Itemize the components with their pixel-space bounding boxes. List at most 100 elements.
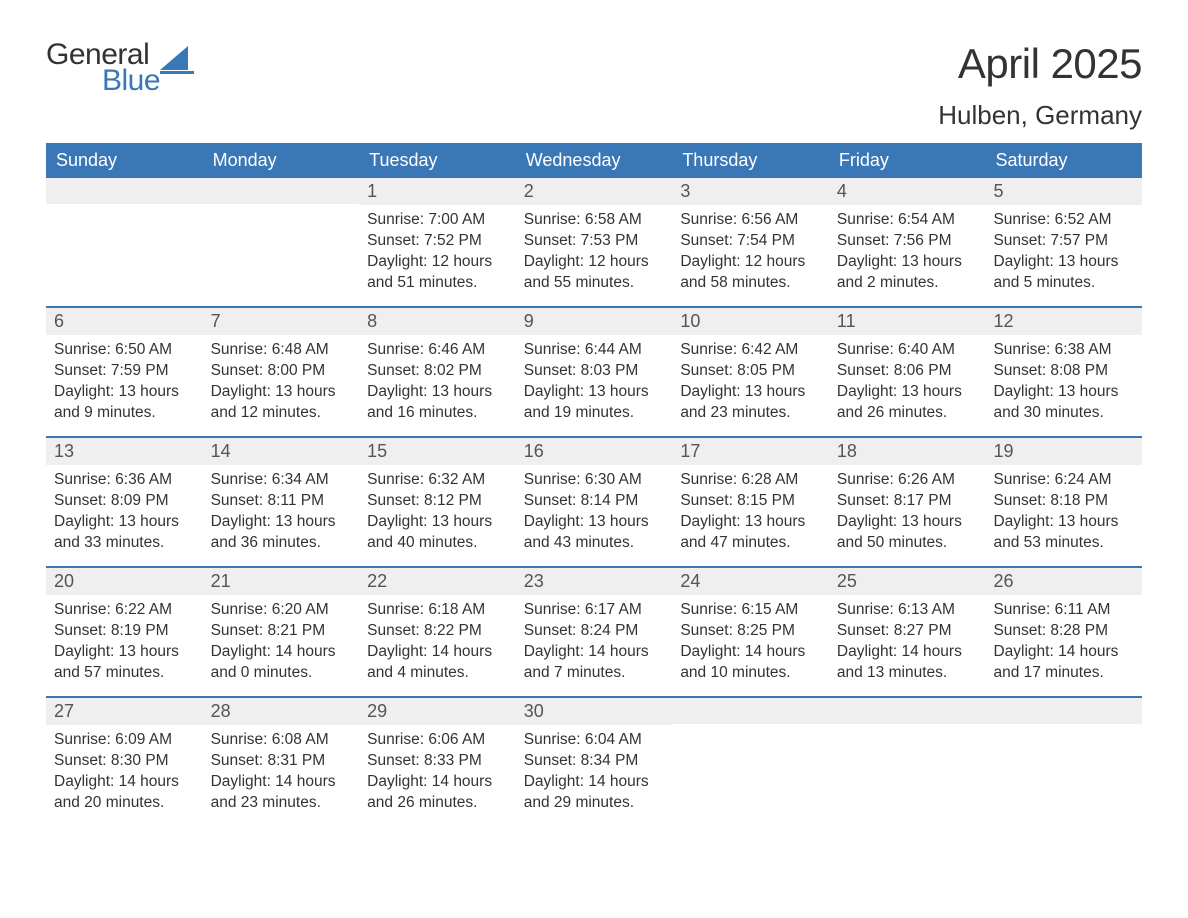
day-number-row [672, 698, 829, 724]
daylight-text-1: Daylight: 13 hours [367, 382, 508, 403]
day-number-row: 12 [985, 308, 1142, 335]
daylight-text-2: and 10 minutes. [680, 663, 821, 684]
day-number-row: 9 [516, 308, 673, 335]
sunrise-text: Sunrise: 6:36 AM [54, 470, 195, 491]
day-cell: 26Sunrise: 6:11 AMSunset: 8:28 PMDayligh… [985, 568, 1142, 696]
sunrise-text: Sunrise: 6:54 AM [837, 210, 978, 231]
daylight-text-1: Daylight: 13 hours [54, 382, 195, 403]
daylight-text-2: and 23 minutes. [211, 793, 352, 814]
sunrise-text: Sunrise: 6:58 AM [524, 210, 665, 231]
weekday-header-cell: Monday [203, 143, 360, 178]
day-number-row: 27 [46, 698, 203, 725]
week-row: 13Sunrise: 6:36 AMSunset: 8:09 PMDayligh… [46, 436, 1142, 566]
day-body: Sunrise: 6:09 AMSunset: 8:30 PMDaylight:… [46, 725, 203, 822]
day-body: Sunrise: 6:15 AMSunset: 8:25 PMDaylight:… [672, 595, 829, 692]
daylight-text-2: and 5 minutes. [993, 273, 1134, 294]
day-cell: 29Sunrise: 6:06 AMSunset: 8:33 PMDayligh… [359, 698, 516, 826]
sunset-text: Sunset: 7:59 PM [54, 361, 195, 382]
day-body: Sunrise: 6:48 AMSunset: 8:00 PMDaylight:… [203, 335, 360, 432]
day-number-row: 28 [203, 698, 360, 725]
day-cell: 25Sunrise: 6:13 AMSunset: 8:27 PMDayligh… [829, 568, 986, 696]
day-number-row: 1 [359, 178, 516, 205]
sunrise-text: Sunrise: 6:40 AM [837, 340, 978, 361]
day-number: 27 [54, 701, 74, 721]
daylight-text-1: Daylight: 12 hours [524, 252, 665, 273]
day-cell: 21Sunrise: 6:20 AMSunset: 8:21 PMDayligh… [203, 568, 360, 696]
sunrise-text: Sunrise: 6:44 AM [524, 340, 665, 361]
weekday-header-row: SundayMondayTuesdayWednesdayThursdayFrid… [46, 143, 1142, 178]
day-body: Sunrise: 6:30 AMSunset: 8:14 PMDaylight:… [516, 465, 673, 562]
day-number: 3 [680, 181, 690, 201]
day-cell: 23Sunrise: 6:17 AMSunset: 8:24 PMDayligh… [516, 568, 673, 696]
day-cell: 20Sunrise: 6:22 AMSunset: 8:19 PMDayligh… [46, 568, 203, 696]
daylight-text-1: Daylight: 13 hours [54, 642, 195, 663]
day-number: 17 [680, 441, 700, 461]
daylight-text-2: and 55 minutes. [524, 273, 665, 294]
sunset-text: Sunset: 8:30 PM [54, 751, 195, 772]
sunrise-text: Sunrise: 6:11 AM [993, 600, 1134, 621]
sunrise-text: Sunrise: 6:34 AM [211, 470, 352, 491]
daylight-text-1: Daylight: 14 hours [211, 642, 352, 663]
day-body: Sunrise: 6:11 AMSunset: 8:28 PMDaylight:… [985, 595, 1142, 692]
day-number-row: 30 [516, 698, 673, 725]
day-number-row: 3 [672, 178, 829, 205]
day-body: Sunrise: 6:36 AMSunset: 8:09 PMDaylight:… [46, 465, 203, 562]
day-number: 18 [837, 441, 857, 461]
day-number-row: 8 [359, 308, 516, 335]
day-cell: 6Sunrise: 6:50 AMSunset: 7:59 PMDaylight… [46, 308, 203, 436]
weekday-header-cell: Sunday [46, 143, 203, 178]
sunrise-text: Sunrise: 6:04 AM [524, 730, 665, 751]
daylight-text-1: Daylight: 13 hours [837, 382, 978, 403]
daylight-text-1: Daylight: 14 hours [837, 642, 978, 663]
day-number: 8 [367, 311, 377, 331]
sunrise-text: Sunrise: 6:08 AM [211, 730, 352, 751]
daylight-text-1: Daylight: 14 hours [367, 772, 508, 793]
daylight-text-2: and 50 minutes. [837, 533, 978, 554]
weekday-header-cell: Saturday [985, 143, 1142, 178]
day-body: Sunrise: 6:26 AMSunset: 8:17 PMDaylight:… [829, 465, 986, 562]
day-number-row: 29 [359, 698, 516, 725]
sunrise-text: Sunrise: 6:26 AM [837, 470, 978, 491]
sunset-text: Sunset: 7:57 PM [993, 231, 1134, 252]
sunrise-text: Sunrise: 6:42 AM [680, 340, 821, 361]
day-body: Sunrise: 6:28 AMSunset: 8:15 PMDaylight:… [672, 465, 829, 562]
sunset-text: Sunset: 8:34 PM [524, 751, 665, 772]
sunset-text: Sunset: 8:21 PM [211, 621, 352, 642]
sunrise-text: Sunrise: 6:32 AM [367, 470, 508, 491]
day-number: 25 [837, 571, 857, 591]
day-cell: 1Sunrise: 7:00 AMSunset: 7:52 PMDaylight… [359, 178, 516, 306]
week-row: 6Sunrise: 6:50 AMSunset: 7:59 PMDaylight… [46, 306, 1142, 436]
daylight-text-1: Daylight: 12 hours [367, 252, 508, 273]
day-body: Sunrise: 6:04 AMSunset: 8:34 PMDaylight:… [516, 725, 673, 822]
daylight-text-1: Daylight: 13 hours [993, 252, 1134, 273]
daylight-text-2: and 40 minutes. [367, 533, 508, 554]
sunrise-text: Sunrise: 6:30 AM [524, 470, 665, 491]
daylight-text-1: Daylight: 13 hours [993, 382, 1134, 403]
day-cell [203, 178, 360, 306]
daylight-text-1: Daylight: 13 hours [837, 252, 978, 273]
week-row: 20Sunrise: 6:22 AMSunset: 8:19 PMDayligh… [46, 566, 1142, 696]
day-body: Sunrise: 6:06 AMSunset: 8:33 PMDaylight:… [359, 725, 516, 822]
day-cell: 7Sunrise: 6:48 AMSunset: 8:00 PMDaylight… [203, 308, 360, 436]
day-number: 2 [524, 181, 534, 201]
sunset-text: Sunset: 8:31 PM [211, 751, 352, 772]
day-number-row: 2 [516, 178, 673, 205]
sunrise-text: Sunrise: 6:22 AM [54, 600, 195, 621]
day-body: Sunrise: 7:00 AMSunset: 7:52 PMDaylight:… [359, 205, 516, 302]
sunset-text: Sunset: 8:00 PM [211, 361, 352, 382]
brand-word2: Blue [102, 66, 160, 96]
sunset-text: Sunset: 8:08 PM [993, 361, 1134, 382]
brand-logo: General Blue [46, 40, 194, 96]
daylight-text-1: Daylight: 14 hours [524, 642, 665, 663]
day-cell: 30Sunrise: 6:04 AMSunset: 8:34 PMDayligh… [516, 698, 673, 826]
daylight-text-1: Daylight: 14 hours [367, 642, 508, 663]
day-cell: 24Sunrise: 6:15 AMSunset: 8:25 PMDayligh… [672, 568, 829, 696]
daylight-text-2: and 57 minutes. [54, 663, 195, 684]
day-number-row: 11 [829, 308, 986, 335]
day-body: Sunrise: 6:58 AMSunset: 7:53 PMDaylight:… [516, 205, 673, 302]
weekday-header-cell: Thursday [672, 143, 829, 178]
daylight-text-1: Daylight: 13 hours [211, 512, 352, 533]
day-body: Sunrise: 6:32 AMSunset: 8:12 PMDaylight:… [359, 465, 516, 562]
sail-icon [160, 46, 194, 74]
day-number-row: 26 [985, 568, 1142, 595]
